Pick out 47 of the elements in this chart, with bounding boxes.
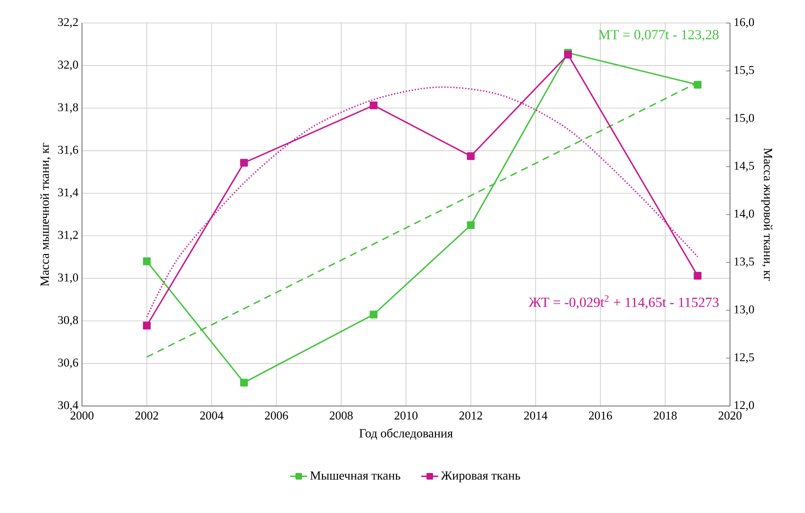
x-tick-label: 2000 [70,412,94,420]
point [694,80,702,89]
y-axis-title: Масса мышечной ткани, кг [40,142,51,286]
point [370,101,378,110]
y-tick-label: 31,8 [58,103,78,114]
legend-label: Мышечная ткань [310,471,400,480]
y2-tick-label: 13,0 [734,305,754,316]
y-tick-label: 30,6 [58,358,78,368]
x-tick-label: 2010 [394,412,418,420]
y-tick-label: 30,8 [58,316,78,326]
point [694,272,702,280]
point [370,310,378,318]
y2-tick-label: 12,0 [734,401,754,411]
x-tick-label: 2020 [718,412,742,420]
y-tick-label: 31,0 [58,273,78,284]
y2-axis-title: Масса жировой ткани, кг [761,148,772,281]
y2-tick-label: 14,0 [734,210,754,220]
y2-tick-label: 16,0 [734,18,754,28]
x-tick-label: 2018 [654,412,677,420]
x-axis-title: Год обследования [359,428,453,440]
y-tick-label: 32,0 [58,60,78,70]
y-tick-label: 30,4 [58,401,78,411]
y2-tick-label: 13,5 [734,257,754,268]
y-tick-label: 31,6 [58,146,78,156]
x-tick-label: 2014 [524,412,548,420]
point [142,322,151,330]
x-tick-label: 2008 [330,412,353,420]
x-tick-label: 2016 [588,412,612,420]
x-tick-label: 2004 [200,412,224,420]
y2-tick-label: 12,5 [734,353,754,364]
y2-tick-label: 15,5 [734,66,754,76]
point [142,257,151,266]
point [240,378,248,386]
y2-tick-label: 15,0 [734,114,754,124]
y-tick-label: 31,4 [58,188,78,198]
y2-tick-label: 14,5 [734,162,754,172]
x-tick-label: 2012 [459,412,482,420]
point [240,158,248,167]
annotation: ЖТ = -0,029t$^{2}$ + 114,65t - 115273 [528,295,719,310]
x-tick-label: 2002 [135,412,158,420]
point [466,152,475,160]
point [466,221,475,230]
legend-label: Жировая ткань [440,471,520,482]
x-tick-label: 2006 [264,412,288,420]
y-tick-label: 31,2 [58,230,78,241]
y-tick-label: 32,2 [58,18,78,28]
annotation: МТ = 0,077t - 123,28 [598,30,719,42]
